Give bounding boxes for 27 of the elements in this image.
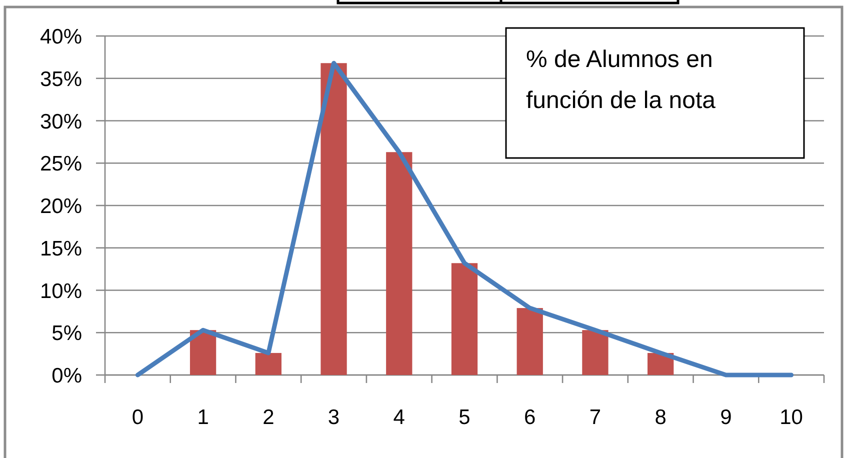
- y-tick-label: 40%: [40, 26, 82, 49]
- x-tick-label: 10: [780, 406, 803, 429]
- bar: [255, 352, 282, 375]
- x-tick-label: 8: [654, 406, 666, 429]
- x-tick-label: 9: [720, 406, 732, 429]
- bar: [516, 308, 543, 375]
- bar: [582, 330, 608, 375]
- y-tick-label: 10%: [40, 280, 82, 303]
- x-tick-label: 4: [393, 406, 406, 429]
- x-tick-label: 2: [262, 406, 274, 429]
- bar: [320, 63, 347, 375]
- x-tick-label: 5: [458, 406, 470, 429]
- y-tick-label: 30%: [40, 110, 82, 134]
- x-tick-label: 0: [132, 406, 144, 429]
- bar: [451, 263, 478, 375]
- x-tick-label: 3: [328, 406, 340, 429]
- y-tick-label: 15%: [40, 237, 82, 260]
- y-tick-label: 25%: [40, 152, 82, 176]
- x-tick-label: 7: [589, 406, 602, 429]
- bar: [386, 152, 412, 375]
- y-tick-label: 35%: [40, 68, 82, 91]
- y-tick-label: 20%: [40, 195, 82, 218]
- y-tick-label: 0%: [52, 364, 82, 388]
- x-tick-label: 1: [197, 406, 209, 429]
- text: % de Alumnos en función de la nota: [526, 46, 716, 114]
- y-tick-label: 5%: [52, 322, 82, 346]
- x-tick-label: 6: [524, 406, 536, 429]
